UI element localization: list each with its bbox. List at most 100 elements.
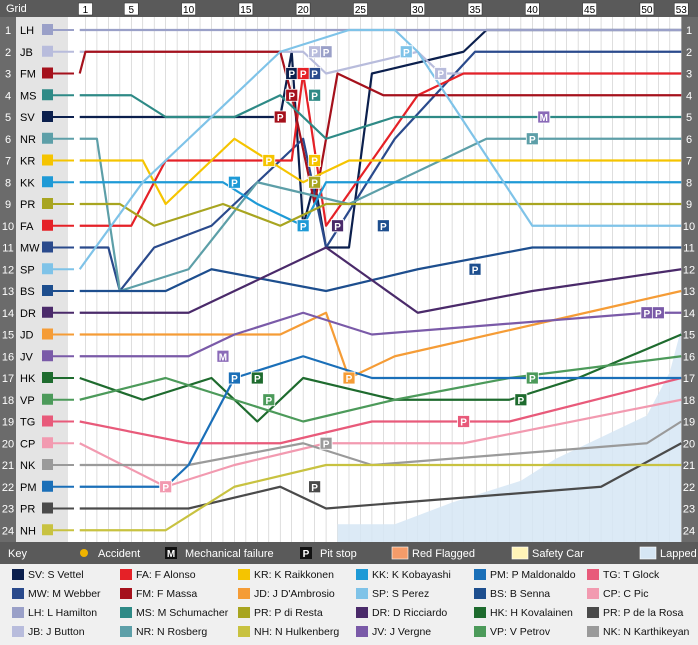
grid-color-swatch [42,241,53,253]
grid-color-swatch [42,67,53,79]
legend-swatch [474,607,486,618]
key-swatch [639,546,657,560]
series-line-ms [79,94,682,140]
legend-swatch [238,626,250,637]
svg-text:P: P [265,157,272,168]
lap-tick-label: 5 [129,5,135,16]
pit-stop-marker: P [651,306,665,320]
legend-swatch [120,569,132,580]
grid-driver-code: PR [20,199,35,211]
position-label-left: 16 [2,351,14,363]
position-label-right: 3 [686,69,692,81]
grid-color-swatch [42,372,53,383]
legend-label: SP: S Perez [372,588,429,600]
legend-swatch [120,588,132,599]
position-label-left: 12 [2,264,14,276]
driver-legend: SV: S Vettel FA: F Alonso KR: K Raikkonen K… [0,564,698,645]
pit-stop-marker: P [525,132,539,146]
position-label-left: 7 [5,156,11,168]
position-label-left: 9 [5,199,11,211]
legend-label: DR: D Ricciardo [372,607,447,619]
position-label-right: 6 [686,134,692,146]
legend-item: PR: P de la Rosa [587,607,684,619]
grid-color-swatch [42,459,53,470]
pit-icon [300,547,312,559]
position-label-left: 11 [2,243,13,255]
key-item-label: Pit stop [320,548,357,560]
svg-text:P: P [288,70,295,81]
mechanical-failure-marker: M [216,349,230,363]
grid-driver-code: LH [20,25,34,37]
svg-text:M: M [219,352,227,363]
pit-stop-marker: P [457,415,470,429]
legend-swatch [12,569,24,580]
svg-text:P: P [334,222,341,233]
svg-text:P: P [380,222,387,233]
svg-text:P: P [311,483,318,494]
grid-color-swatch [42,285,53,296]
position-label-right: 9 [686,199,692,211]
legend-item: NR: N Rosberg [120,626,207,638]
position-label-right: 23 [683,504,695,516]
pit-stop-marker: P [399,45,413,59]
position-label-left: 19 [2,417,14,429]
lapped-region [337,328,682,542]
legend-swatch [474,569,486,580]
pit-stop-marker: P [285,67,299,81]
grid-driver-code: JD [20,330,34,342]
grid-label: Grid [6,3,27,15]
grid-slot: LH [20,24,74,37]
position-label-right: 10 [683,221,695,233]
position-label-right: 1 [686,25,692,37]
series-line-cp [79,398,682,488]
key-item-label: Lapped [660,548,697,560]
legend-label: NR: N Rosberg [136,626,207,638]
grid-color-swatch [42,350,53,362]
position-label-right: 17 [683,373,695,385]
legend-label: CP: C Pic [603,588,649,600]
grid-slot: CP [20,437,74,450]
position-label-right: 15 [683,330,695,342]
left-position-strip [0,17,16,542]
series-line-jd [79,289,682,380]
svg-text:P: P [265,396,272,407]
series-line-tg [79,376,682,445]
grid-color-swatch [42,89,53,101]
lap-tick-label: 1 [83,5,89,16]
lap-tick: 30 [410,2,426,16]
grid-slot: SV [20,111,74,124]
grid-driver-code: PR [20,504,35,516]
pit-stop-marker: P [250,371,264,385]
grid-slot: VP [20,393,74,407]
legend-swatch [474,626,486,637]
grid-color-swatch [42,219,53,231]
driver-position-lines [78,28,682,532]
position-label-right: 18 [683,395,695,407]
position-label-right: 2 [686,47,692,59]
legend-item: DR: D Ricciardo [356,607,447,619]
grid-driver-code: CP [20,438,35,450]
lap-tick: 20 [295,2,311,16]
grid-slot: JB [20,45,74,59]
series-line-nh [79,463,682,532]
position-label-right: 14 [683,308,695,320]
lap-tick: 15 [238,2,254,16]
svg-text:P: P [655,309,662,320]
lap-tick-label: 25 [355,5,367,16]
lap-tick-label: 10 [183,5,195,16]
key-item: Red Flagged [391,546,475,560]
svg-text:P: P [323,48,330,59]
pit-stop-marker: P [308,45,322,59]
grid-slot: PR [20,502,74,516]
pit-stop-marker: P [262,393,276,407]
grid-color-swatch [42,154,53,166]
svg-text:M: M [167,549,175,560]
svg-text:P: P [529,374,536,385]
legend-item: KR: K Raikkonen [238,569,334,581]
legend-swatch [587,569,599,580]
legend-label: JV: J Vergne [372,626,431,638]
grid-driver-code: DR [20,308,36,320]
grid-slot: FA [20,219,74,233]
grid-slot: KR [20,154,74,168]
position-label-left: 10 [2,221,14,233]
